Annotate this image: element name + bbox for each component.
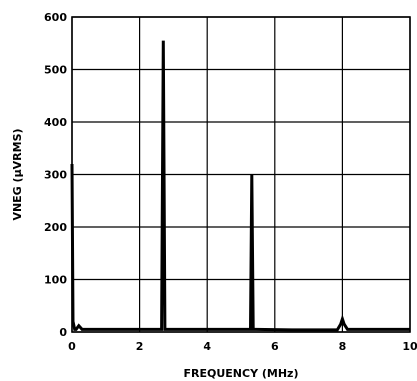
y-tick-label: 300 [44,169,67,182]
x-tick-label: 2 [136,340,144,353]
data-line [70,40,410,332]
x-tick-label: 4 [203,340,211,353]
y-tick-label: 500 [44,64,67,77]
y-tick-label: 0 [59,326,67,339]
y-tick-label: 100 [44,274,67,287]
x-tick-labels: 0 2 4 6 8 10 [68,340,417,353]
x-tick-label: 0 [68,340,76,353]
x-tick-label: 8 [339,340,347,353]
y-tick-label: 600 [44,11,67,24]
y-tick-labels: 0 100 200 300 400 500 600 [44,11,67,339]
x-tick-label: 10 [402,340,417,353]
x-tick-label: 6 [271,340,279,353]
x-axis-label: FREQUENCY (MHz) [184,367,299,380]
y-tick-label: 400 [44,116,67,129]
y-axis-label: VNEG (μVRMS) [11,128,24,220]
grid-lines [71,16,411,333]
y-tick-label: 200 [44,221,67,234]
